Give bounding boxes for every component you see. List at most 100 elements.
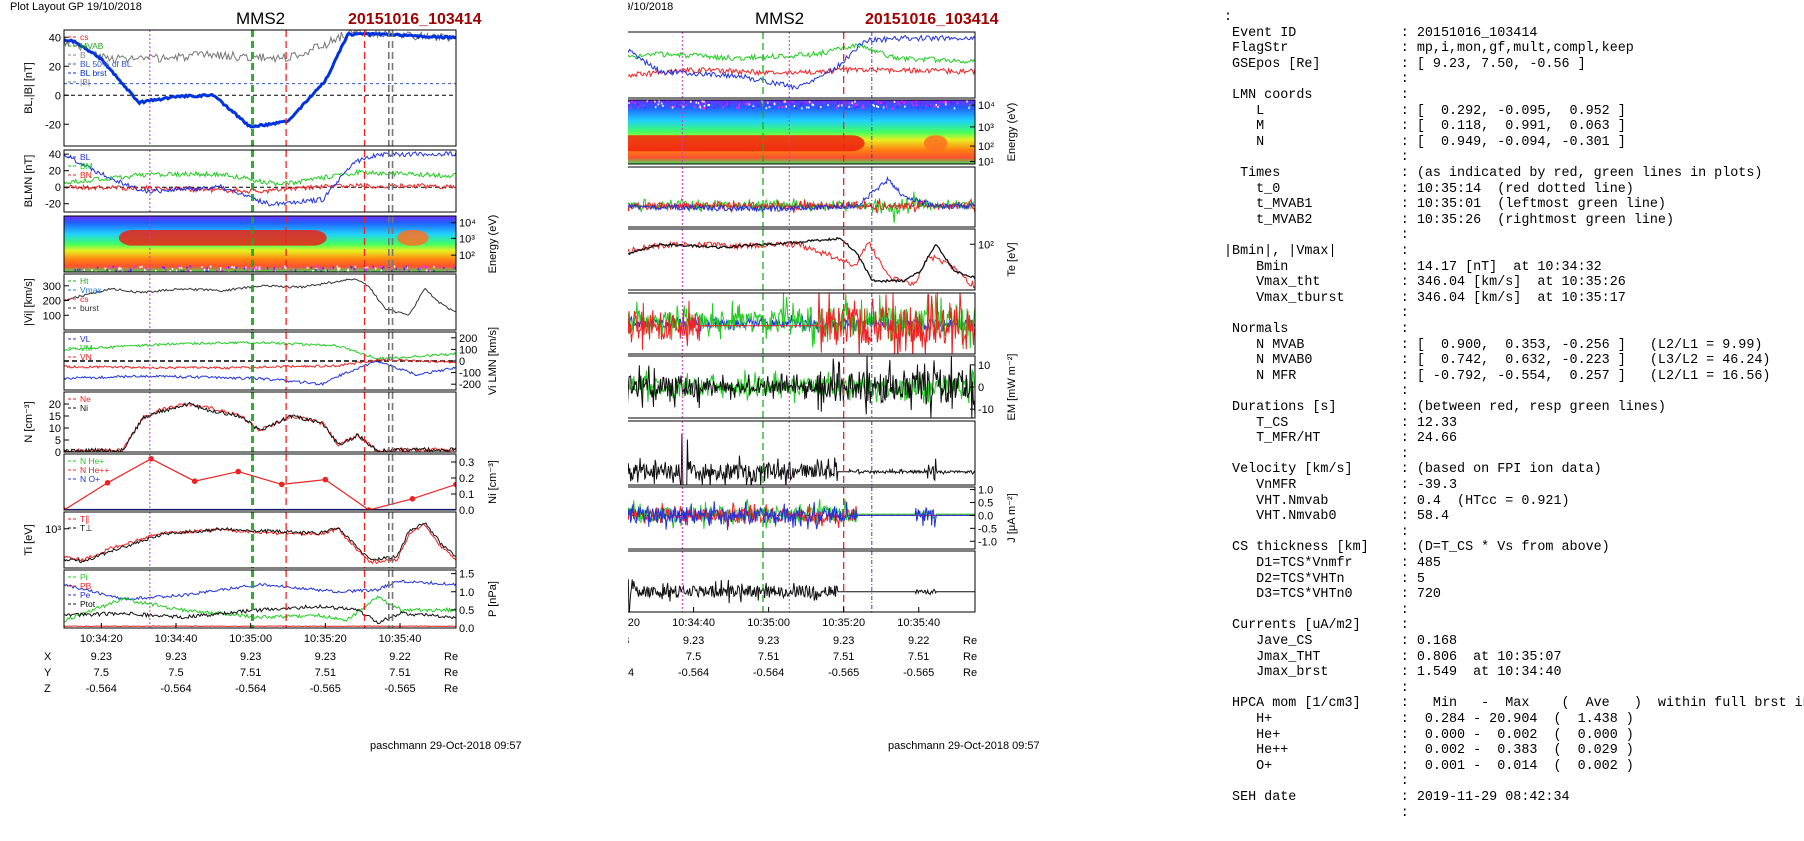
panel-frame (63, 29, 457, 147)
spectrogram-pixel (433, 265, 435, 268)
spectrogram-pixel (134, 265, 137, 268)
jl-line (628, 499, 975, 529)
info-line: H+ : 0.284 - 20.904 ( 1.438 ) (1224, 712, 1634, 727)
panel-body (64, 216, 456, 272)
panel-body (628, 356, 975, 418)
spectrogram-pixel (284, 265, 286, 268)
legend-entry: cs (80, 32, 89, 42)
spectrogram-pixel (945, 100, 947, 103)
y-tick-label: 0 (55, 90, 61, 102)
spectrogram-pixel (201, 265, 203, 268)
spectrogram-pixel (677, 102, 679, 105)
spectrogram-pixel (784, 100, 786, 103)
spectrogram-pixel (697, 102, 700, 105)
spectrogram-pixel (935, 100, 938, 103)
spectrogram-pixel (393, 265, 396, 268)
info-line: Event ID : 20151016_103414 (1224, 25, 1538, 41)
y-tick-label: 10 (978, 360, 990, 372)
spectrogram-pixel (233, 266, 235, 269)
spectrogram-pixel (225, 266, 227, 269)
spectrogram-pixel (708, 105, 711, 108)
spectrogram-pixel (791, 103, 793, 106)
spectrogram-pixel (204, 267, 207, 270)
spectrogram-pixel (872, 103, 874, 106)
spectrogram-pixel (901, 100, 903, 103)
spectrogram-pixel (699, 106, 702, 109)
n-he-plus-plus-line-marker (64, 507, 67, 510)
info-line: Durations [s] : (between red, resp green… (1224, 400, 1666, 415)
spectrogram-pixel (180, 266, 183, 269)
info-line: N MVAB0 : [ 0.742, 0.632, -0.223 ] (L3/L… (1224, 353, 1771, 369)
spectrogram-pixel (286, 266, 289, 269)
position-unit: Re (444, 683, 458, 695)
spectrogram-pixel (231, 265, 233, 268)
y-tick-label: 10⁴ (459, 218, 476, 230)
spectrogram-pixel (679, 106, 681, 109)
en-line (628, 293, 975, 354)
y-tick-label: 10² (978, 239, 994, 251)
spectrogram-pixel (652, 102, 655, 105)
bl-line (628, 34, 975, 91)
info-line: N MFR : [ -0.792, -0.554, 0.257 ] (L2/L1… (1224, 368, 1771, 384)
spectrogram-pixel (630, 106, 632, 109)
spectrogram-pixel (647, 100, 650, 103)
spectrogram-pixel (322, 267, 324, 270)
spectrogram-pixel (871, 101, 874, 104)
y-axis-label: EM [mW m⁻²] (1006, 354, 1018, 421)
spectrogram-pixel (406, 266, 408, 269)
position-value: -0.564 (753, 667, 784, 679)
spectrogram-pixel (808, 101, 811, 104)
position-value: -0.564 (235, 683, 266, 695)
spectrogram-pixel (243, 267, 246, 270)
spectrogram-pixel (290, 269, 292, 272)
right-footer: paschmann 29-Oct-2018 09:57 (888, 740, 1040, 752)
info-line: : (1224, 602, 1409, 618)
spectrogram-pixel (836, 102, 839, 105)
spectrogram-pixel (234, 270, 237, 272)
right-title: MMS2 (755, 9, 804, 28)
y-tick-label: 10 (49, 423, 61, 435)
spectrogram-pixel (705, 107, 708, 110)
spectrogram-pixel (835, 106, 838, 109)
spectrogram-pixel (381, 267, 384, 270)
panel-frame (63, 391, 457, 453)
spectrogram-pixel (726, 103, 728, 106)
spectrogram-pixel (294, 269, 297, 272)
te-perp-line (628, 236, 975, 284)
panel-frame (628, 420, 976, 486)
bm-line (628, 43, 975, 64)
spectrogram-pixel (148, 269, 150, 272)
y-tick-label: 0.3 (459, 457, 474, 469)
info-line: D1=TCS*Vnmfr : 485 (1224, 556, 1441, 571)
spectrogram-pixel (365, 268, 368, 271)
spectrogram-pixel (454, 267, 456, 270)
spectrogram-pixel (382, 266, 385, 269)
spectrogram-pixel (915, 100, 918, 103)
j-magnitude-line (628, 433, 975, 485)
spectrogram-pixel (428, 269, 430, 272)
spectrogram-pixel (819, 106, 822, 109)
panel-body (628, 421, 975, 485)
spectrogram-pixel (904, 105, 906, 108)
info-line: N MVAB : [ 0.900, 0.353, -0.256 ] (L2/L1… (1224, 337, 1763, 353)
position-value: -0.565 (384, 683, 415, 695)
spectrogram-pixel (258, 268, 261, 271)
spectrogram-pixel (966, 100, 968, 103)
position-unit: Re (963, 651, 977, 663)
spectrogram-pixel (364, 266, 367, 269)
spectrogram-pixel (748, 103, 751, 106)
spectrogram-pixel (163, 267, 166, 270)
info-line: : (1224, 306, 1409, 322)
spectrogram-pixel (304, 270, 307, 272)
spectrogram-pixel (178, 266, 181, 269)
spectrogram-band (397, 230, 429, 246)
bl-line (64, 31, 456, 129)
left-event-id: 20151016_103414 (348, 11, 482, 28)
spectrogram-pixel (703, 104, 706, 107)
spectrogram-pixel (793, 105, 796, 108)
spectrogram-pixel (183, 270, 185, 272)
y-tick-label: 100 (43, 310, 61, 322)
spectrogram-pixel (372, 265, 374, 268)
